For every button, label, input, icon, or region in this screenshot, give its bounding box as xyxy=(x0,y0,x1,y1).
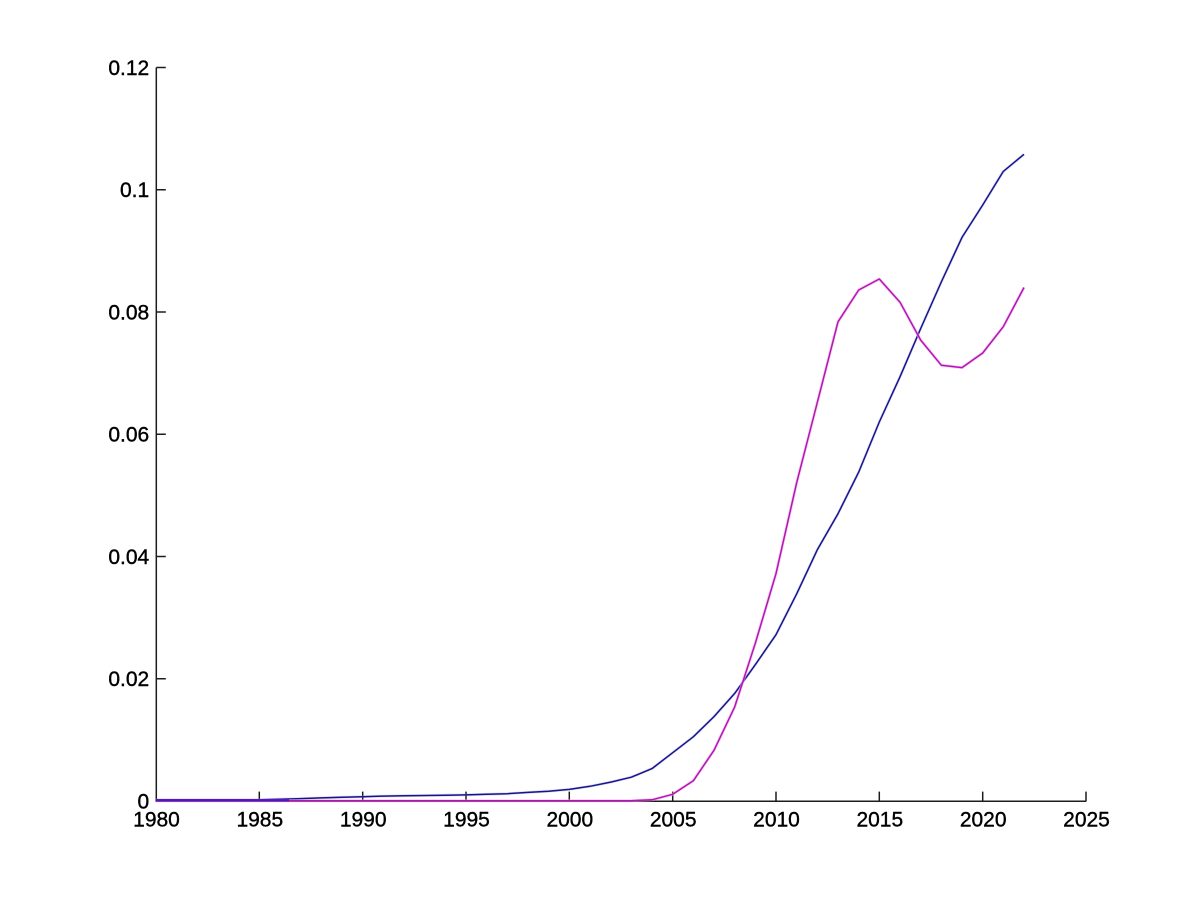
svg-text:1990: 1990 xyxy=(340,809,387,832)
svg-text:0: 0 xyxy=(138,791,150,814)
svg-text:0.12: 0.12 xyxy=(108,57,149,80)
svg-text:2010: 2010 xyxy=(753,809,800,832)
svg-text:0.06: 0.06 xyxy=(108,424,149,447)
svg-text:0.1: 0.1 xyxy=(120,179,149,202)
svg-text:2020: 2020 xyxy=(960,809,1007,832)
svg-text:0.08: 0.08 xyxy=(108,302,149,325)
svg-text:0.04: 0.04 xyxy=(108,546,149,569)
svg-text:1995: 1995 xyxy=(443,809,490,832)
svg-text:2000: 2000 xyxy=(546,809,593,832)
svg-text:2025: 2025 xyxy=(1063,809,1110,832)
svg-text:2015: 2015 xyxy=(856,809,903,832)
svg-text:2005: 2005 xyxy=(650,809,697,832)
svg-text:1980: 1980 xyxy=(133,809,180,832)
svg-text:1985: 1985 xyxy=(236,809,283,832)
svg-text:0.02: 0.02 xyxy=(108,668,149,691)
